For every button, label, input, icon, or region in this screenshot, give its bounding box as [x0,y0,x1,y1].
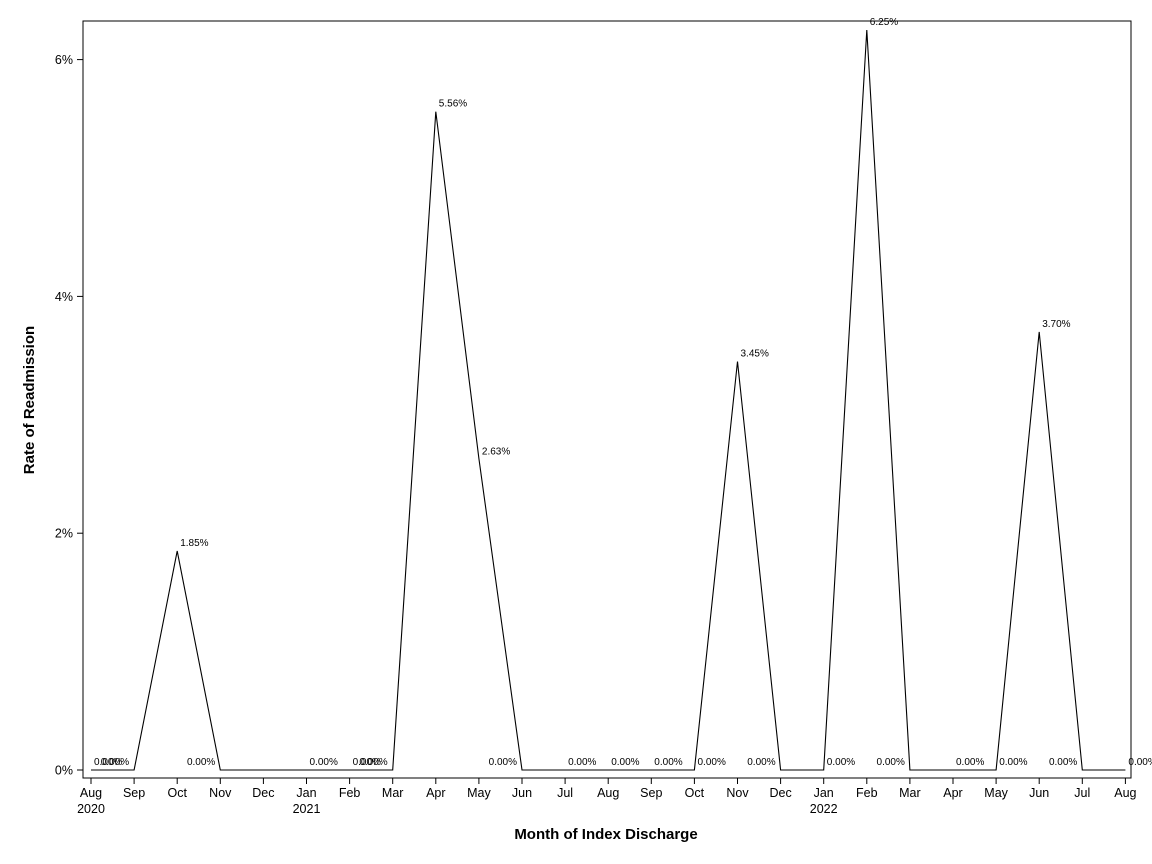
data-label: 2.63% [482,447,510,458]
x-tick-label: Mar [899,786,921,800]
x-tick-label: Jul [1074,786,1090,800]
x-tick-label: Apr [943,786,962,800]
y-tick-label: 4% [55,290,73,304]
x-tick-label: Jan [296,786,316,800]
data-label: 0.00% [877,757,905,768]
data-label: 3.45% [741,349,769,360]
y-tick-label: 0% [55,764,73,778]
x-tick-label: May [984,786,1008,800]
data-label: 0.00% [611,757,639,768]
x-tick-label: Feb [856,786,878,800]
x-tick-label: Jun [1029,786,1049,800]
data-label: 1.85% [180,538,208,549]
x-tick-label: Aug [1114,786,1136,800]
data-label: 0.00% [101,757,129,768]
x-year-label: 2022 [810,802,838,816]
x-tick-label: Oct [167,786,187,800]
data-label: 6.25% [870,17,898,28]
data-label: 0.00% [747,757,775,768]
data-label: 0.00% [489,757,517,768]
x-tick-label: Oct [685,786,705,800]
data-label: 0.00% [353,757,381,768]
x-tick-label: Sep [123,786,145,800]
plot-frame [82,20,1132,779]
data-label: 0.00% [1128,757,1152,768]
x-tick-label: Aug [597,786,619,800]
x-tick-label: Mar [382,786,404,800]
data-label: 0.00% [999,757,1027,768]
data-label: 0.00% [187,757,215,768]
x-axis-title: Month of Index Discharge [514,826,697,843]
data-labels: 0.00%0.00%1.85%0.00% 0.00% 0.00%0.00%5.56%… [94,17,1152,768]
x-tick-label: Jun [512,786,532,800]
data-label: 0.00% [827,757,855,768]
y-tick-label: 6% [55,53,73,67]
y-tick-label: 2% [55,527,73,541]
x-axis: Aug Sep Oct Nov Dec Jan Feb Mar Apr May Jun Jul Aug S… [77,778,1137,816]
y-axis-title: Rate of Readmission [21,326,38,474]
data-label: 0.00% [359,757,387,768]
x-tick-label: May [467,786,491,800]
y-axis: 0% 2% 4% 6% [55,53,83,778]
data-label: 0.00% [1049,757,1077,768]
data-label: 0.00% [94,757,122,768]
data-label: 5.56% [439,99,467,110]
data-label: 0.00% [654,757,682,768]
x-tick-label: Jan [814,786,834,800]
data-label: 3.70% [1042,319,1070,330]
x-tick-label: Aug [80,786,102,800]
x-tick-label: Nov [209,786,232,800]
data-label: 0.00% [698,757,726,768]
data-label: 0.00% [568,757,596,768]
series-group [91,29,1126,771]
data-label: 0.00% [310,757,338,768]
x-tick-label: Dec [769,786,791,800]
data-label: 0.00% [956,757,984,768]
x-tick-label: Apr [426,786,445,800]
x-year-label: 2020 [77,802,105,816]
series-line [91,29,1126,771]
x-tick-label: Feb [339,786,361,800]
x-tick-label: Sep [640,786,662,800]
x-year-label: 2021 [293,802,321,816]
x-tick-label: Jul [557,786,573,800]
x-tick-label: Nov [726,786,749,800]
x-tick-label: Dec [252,786,274,800]
